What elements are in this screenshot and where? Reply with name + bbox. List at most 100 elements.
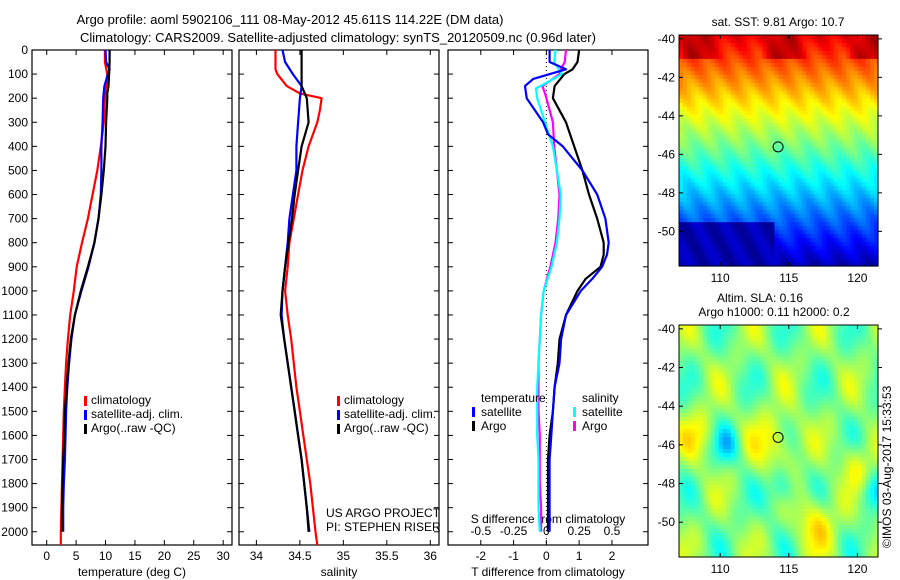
- heatmap-cell: [842, 357, 847, 362]
- heatmap-cell: [822, 413, 827, 418]
- heatmap-cell: [702, 186, 708, 191]
- heatmap-cell: [830, 166, 835, 172]
- heatmap-cell: [810, 206, 815, 211]
- heatmap-cell: [818, 206, 823, 211]
- heatmap-cell: [762, 198, 768, 203]
- heatmap-cell: [738, 94, 744, 100]
- heatmap-cell: [714, 62, 720, 68]
- heatmap-cell: [870, 441, 875, 446]
- heatmap-cell: [714, 210, 720, 215]
- heatmap-cell: [786, 110, 792, 116]
- heatmap-cell: [798, 405, 803, 410]
- heatmap-cell: [838, 329, 843, 334]
- heatmap-cell: [774, 218, 780, 223]
- heatmap-cell: [862, 54, 867, 60]
- heatmap-cell: [806, 429, 811, 434]
- heatmap-cell: [690, 198, 696, 203]
- heatmap-cell: [826, 134, 831, 140]
- heatmap-cell: [794, 242, 799, 247]
- heatmap-cell: [794, 154, 799, 160]
- heatmap-cell: [830, 393, 835, 398]
- heatmap-cell: [738, 397, 744, 402]
- heatmap-cell: [698, 425, 704, 430]
- heatmap-cell: [806, 345, 811, 350]
- heatmap-cell: [838, 162, 843, 168]
- heatmap-cell: [730, 38, 736, 44]
- heatmap-cell: [706, 465, 712, 470]
- heatmap-cell: [866, 134, 871, 140]
- heatmap-cell: [842, 453, 847, 458]
- heatmap-cell: [698, 325, 704, 330]
- heatmap-cell: [726, 357, 732, 362]
- heatmap-cell: [762, 106, 768, 112]
- heatmap-cell: [806, 110, 811, 116]
- heatmap-cell: [754, 146, 760, 152]
- heatmap-cell: [826, 250, 831, 255]
- heatmap-cell: [806, 445, 811, 450]
- heatmap-cell: [762, 433, 768, 438]
- heatmap-cell: [778, 106, 784, 112]
- heatmap-cell: [698, 250, 704, 255]
- heatmap-cell: [706, 110, 712, 116]
- heatmap-cell: [762, 114, 768, 120]
- heatmap-cell: [679, 222, 684, 227]
- heatmap-cell: [826, 437, 831, 442]
- heatmap-cell: [698, 174, 704, 179]
- heatmap-cell: [690, 82, 696, 88]
- heatmap-cell: [866, 409, 871, 414]
- heatmap-cell: [758, 66, 764, 72]
- heatmap-cell: [754, 457, 760, 462]
- heatmap-cell: [778, 425, 784, 430]
- heatmap-cell: [862, 389, 867, 394]
- heatmap-cell: [750, 98, 756, 104]
- heatmap-cell: [770, 413, 776, 418]
- heatmap-cell: [814, 154, 819, 160]
- heatmap-cell: [710, 94, 716, 100]
- heatmap-cell: [870, 262, 875, 267]
- heatmap-cell: [690, 35, 696, 40]
- heatmap-cell: [826, 258, 831, 263]
- heatmap-cell: [874, 130, 879, 136]
- heatmap-cell: [814, 78, 819, 84]
- heatmap-cell: [718, 42, 724, 48]
- heatmap-cell: [770, 333, 776, 338]
- heatmap-cell: [758, 50, 764, 56]
- heatmap-cell: [830, 397, 835, 402]
- heatmap-cell: [754, 325, 760, 330]
- heatmap-cell: [858, 373, 863, 378]
- heatmap-cell: [694, 210, 700, 215]
- heatmap-cell: [862, 202, 867, 207]
- heatmap-cell: [814, 122, 819, 128]
- heatmap-cell: [810, 262, 815, 267]
- heatmap-cell: [718, 397, 724, 402]
- heatmap-cell: [770, 38, 776, 44]
- heatmap-cell: [826, 58, 831, 64]
- heatmap-cell: [814, 369, 819, 374]
- heatmap-cell: [778, 150, 784, 156]
- heatmap-cell: [778, 110, 784, 116]
- heatmap-cell: [754, 134, 760, 140]
- heatmap-cell: [718, 114, 724, 120]
- heatmap-cell: [822, 86, 827, 92]
- heatmap-cell: [694, 158, 700, 164]
- heatmap-cell: [866, 74, 871, 80]
- heatmap-cell: [802, 202, 807, 207]
- heatmap-cell: [758, 78, 764, 84]
- heatmap-cell: [758, 62, 764, 68]
- heatmap-cell: [770, 106, 776, 112]
- heatmap-cell: [866, 174, 871, 179]
- y-tick-label: 1400: [1, 380, 28, 394]
- heatmap-cell: [798, 186, 803, 191]
- heatmap-cell: [682, 190, 688, 195]
- heatmap-cell: [842, 389, 847, 394]
- heatmap-cell: [782, 353, 788, 358]
- heatmap-cell: [718, 461, 724, 466]
- heatmap-cell: [730, 413, 736, 418]
- heatmap-cell: [786, 421, 792, 426]
- heatmap-cell: [766, 202, 772, 207]
- heatmap-cell: [802, 385, 807, 390]
- heatmap-cell: [758, 425, 764, 430]
- heatmap-cell: [706, 389, 712, 394]
- heatmap-cell: [858, 413, 863, 418]
- heatmap-cell: [862, 329, 867, 334]
